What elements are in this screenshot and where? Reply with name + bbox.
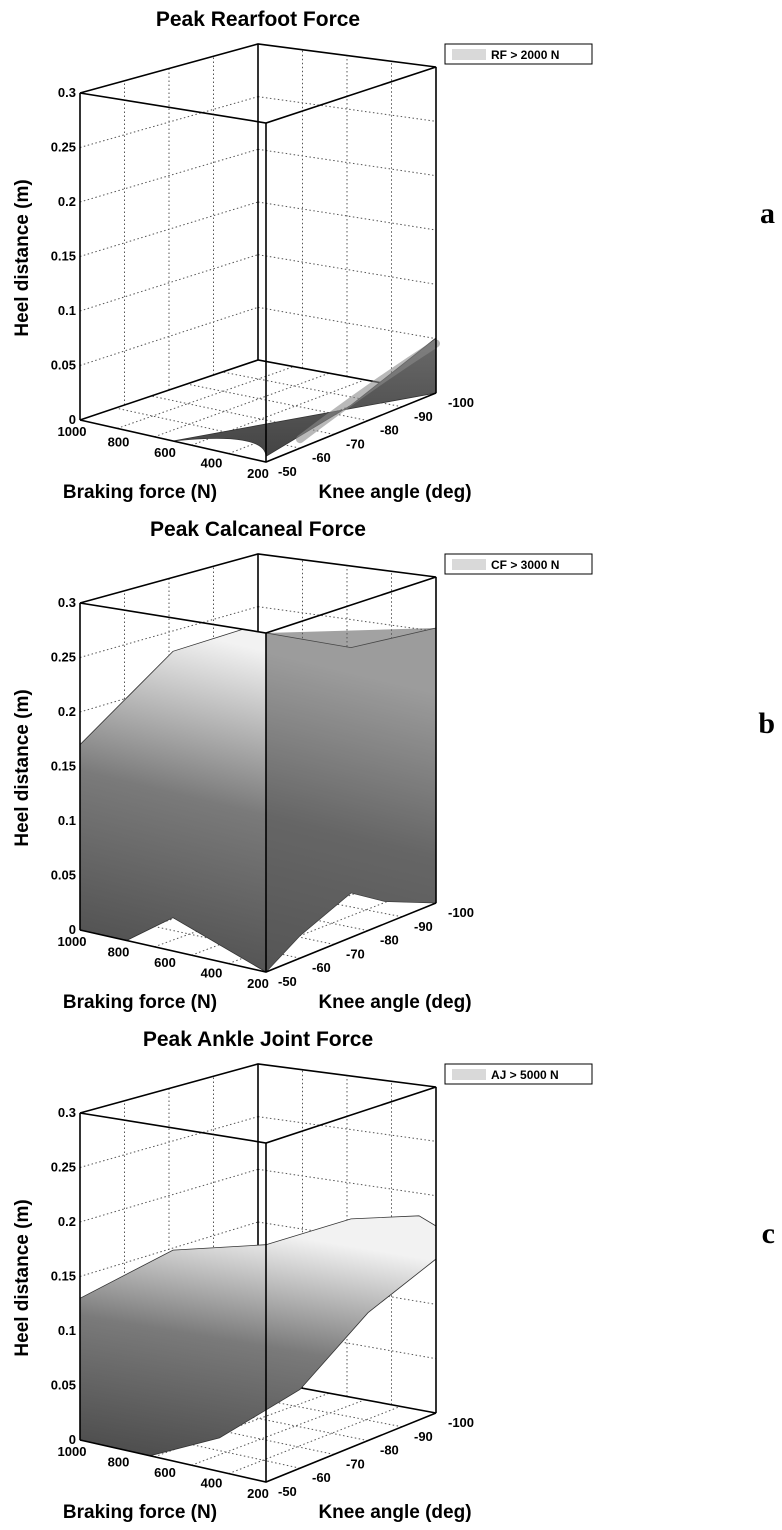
y-tick-label: -100 <box>448 1415 474 1430</box>
y-axis-label: Knee angle (deg) <box>318 992 471 1013</box>
x-tick-label: 800 <box>108 1455 130 1470</box>
z-tick-label: 0.25 <box>51 140 76 155</box>
z-tick-label: 0.2 <box>58 194 76 209</box>
y-tick-label: -50 <box>278 974 297 989</box>
chart-title: Peak Ankle Joint Force <box>143 1028 373 1051</box>
z-tick-label: 0.15 <box>51 759 76 774</box>
legend: AJ > 5000 N <box>444 1063 593 1085</box>
z-tick-label: 0.1 <box>58 1323 76 1338</box>
legend-label: AJ > 5000 N <box>491 1068 559 1082</box>
x-tick-label: 200 <box>247 466 269 481</box>
y-tick-label: -100 <box>448 905 474 920</box>
z-tick-label: 0 <box>69 412 76 427</box>
y-tick-label: -100 <box>448 395 474 410</box>
legend: RF > 2000 N <box>444 43 593 65</box>
y-tick-label: -70 <box>346 946 365 961</box>
z-tick-label: 0 <box>69 922 76 937</box>
x-axis-label: Braking force (N) <box>63 992 217 1013</box>
threshold-region <box>79 627 437 973</box>
z-tick-label: 0.1 <box>58 813 76 828</box>
x-tick-label: 600 <box>154 955 176 970</box>
chart-title: Peak Rearfoot Force <box>156 8 360 31</box>
y-tick-label: -50 <box>278 464 297 479</box>
x-tick-label: 200 <box>247 976 269 991</box>
z-tick-label: 0.3 <box>58 1105 76 1120</box>
y-tick-label: -60 <box>312 1470 331 1485</box>
y-axis-label: Knee angle (deg) <box>318 482 471 503</box>
y-tick-label: -80 <box>380 1443 399 1458</box>
x-tick-label: 1000 <box>58 424 87 439</box>
z-tick-label: 0.3 <box>58 85 76 100</box>
y-tick-label: -90 <box>414 1429 433 1444</box>
chart-svg: Peak Calcaneal Force CF > 3000 N 0 0.05 0.1 0… <box>12 518 775 1013</box>
z-axis-label: Heel distance (m) <box>12 689 33 846</box>
legend-label: CF > 3000 N <box>491 558 559 572</box>
chart-panel-b: Peak Calcaneal Force CF > 3000 N 0 0.05 0.1 0… <box>0 510 782 1020</box>
x-tick-label: 400 <box>201 966 223 981</box>
z-tick-label: 0.1 <box>58 303 76 318</box>
region-side-face <box>266 628 436 972</box>
x-tick-label: 800 <box>108 945 130 960</box>
x-tick-label: 1000 <box>58 1444 87 1459</box>
chart-title: Peak Calcaneal Force <box>150 518 366 541</box>
region-ankle-joint <box>79 1215 437 1457</box>
legend: CF > 3000 N <box>444 553 593 575</box>
panel-letter: b <box>758 707 775 740</box>
z-tick-label: 0 <box>69 1432 76 1447</box>
y-tick-label: -70 <box>346 1456 365 1471</box>
y-tick-label: -90 <box>414 919 433 934</box>
y-tick-label: -50 <box>278 1484 297 1499</box>
z-tick-label: 0.05 <box>51 1378 76 1393</box>
y-tick-label: -60 <box>312 450 331 465</box>
z-tick-label: 0.05 <box>51 868 76 883</box>
z-tick-label: 0.15 <box>51 249 76 264</box>
x-tick-label: 600 <box>154 445 176 460</box>
z-tick-label: 0.15 <box>51 1269 76 1284</box>
panel-letter: c <box>762 1217 775 1250</box>
x-tick-label: 400 <box>201 1476 223 1491</box>
y-tick-label: -80 <box>380 423 399 438</box>
y-tick-label: -60 <box>312 960 331 975</box>
z-tick-label: 0.2 <box>58 1214 76 1229</box>
chart-panel-a: Peak Rearfoot Force RF > 2000 N 0 0.05 0.1 0.… <box>0 0 782 510</box>
chart-panel-c: Peak Ankle Joint Force AJ > 5000 N 0 0.05 0.… <box>0 1020 782 1530</box>
region-highlight <box>296 339 440 444</box>
legend-swatch <box>452 49 486 60</box>
x-axis-label: Braking force (N) <box>63 1502 217 1523</box>
z-tick-label: 0.25 <box>51 650 76 665</box>
chart-svg: Peak Rearfoot Force RF > 2000 N 0 0.05 0.1 0.… <box>12 8 775 503</box>
z-tick-label: 0.05 <box>51 358 76 373</box>
grid-lines <box>79 49 437 455</box>
x-tick-label: 600 <box>154 1465 176 1480</box>
z-tick-label: 0.3 <box>58 595 76 610</box>
z-tick-label: 0.2 <box>58 704 76 719</box>
chart-svg: Peak Ankle Joint Force AJ > 5000 N 0 0.05 0.… <box>12 1028 775 1523</box>
legend-label: RF > 2000 N <box>491 48 559 62</box>
x-tick-label: 800 <box>108 435 130 450</box>
threshold-region <box>79 1215 437 1457</box>
x-axis-label: Braking force (N) <box>63 482 217 503</box>
y-tick-label: -90 <box>414 409 433 424</box>
panel-letter: a <box>760 197 775 230</box>
x-tick-label: 400 <box>201 456 223 471</box>
z-tick-label: 0.25 <box>51 1160 76 1175</box>
x-tick-label: 1000 <box>58 934 87 949</box>
z-axis-label: Heel distance (m) <box>12 179 33 336</box>
legend-swatch <box>452 559 486 570</box>
threshold-region <box>172 337 440 458</box>
y-tick-label: -80 <box>380 933 399 948</box>
x-tick-label: 200 <box>247 1486 269 1501</box>
legend-swatch <box>452 1069 486 1080</box>
y-tick-label: -70 <box>346 436 365 451</box>
z-axis-label: Heel distance (m) <box>12 1199 33 1356</box>
y-axis-label: Knee angle (deg) <box>318 1502 471 1523</box>
